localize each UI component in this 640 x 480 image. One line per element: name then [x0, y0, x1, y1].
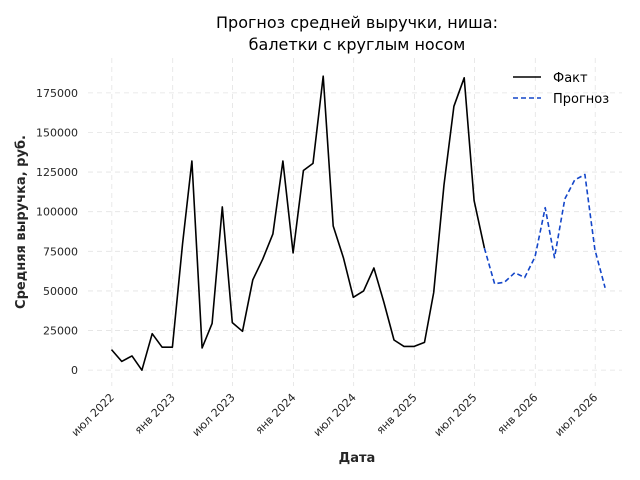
legend-label-forecast: Прогноз: [553, 92, 609, 107]
chart-title-line-2: балетки с круглым носом: [249, 35, 466, 54]
x-tick-label: июл 2025: [432, 391, 480, 439]
y-tick-label: 175000: [36, 87, 78, 100]
x-tick-label: янв 2025: [374, 391, 420, 437]
series-line-forecast: [483, 173, 606, 289]
y-tick-label: 25000: [43, 325, 78, 338]
x-axis-ticks: июл 2022 янв 2023 июл 2023 янв 2024 июл 2024…: [69, 391, 600, 439]
x-tick-label: июл 2022: [69, 391, 117, 439]
x-axis-label: Дата: [339, 451, 376, 466]
x-tick-label: июл 2023: [190, 391, 238, 439]
y-tick-label: 50000: [43, 285, 78, 298]
y-tick-label: 0: [71, 364, 78, 377]
x-tick-label: июл 2024: [311, 391, 359, 439]
y-tick-label: 100000: [36, 206, 78, 219]
y-tick-label: 75000: [43, 245, 78, 258]
x-tick-label: янв 2026: [495, 391, 541, 437]
y-tick-label: 150000: [36, 126, 78, 139]
chart-title-line-1: Прогноз средней выручки, ниша:: [216, 13, 498, 32]
y-axis-ticks: 0 25000 50000 75000 100000 125000 150000 175000: [36, 87, 78, 377]
x-tick-label: июл 2026: [552, 391, 600, 439]
grid: [88, 58, 622, 386]
x-tick-label: янв 2024: [253, 391, 299, 437]
legend: Факт Прогноз: [513, 71, 609, 107]
y-tick-label: 125000: [36, 166, 78, 179]
series-line-fact: [110, 75, 486, 372]
series: [110, 75, 606, 372]
legend-label-fact: Факт: [553, 71, 588, 86]
x-tick-label: янв 2023: [132, 391, 178, 437]
y-axis-label: Средняя выручка, руб.: [14, 135, 29, 309]
